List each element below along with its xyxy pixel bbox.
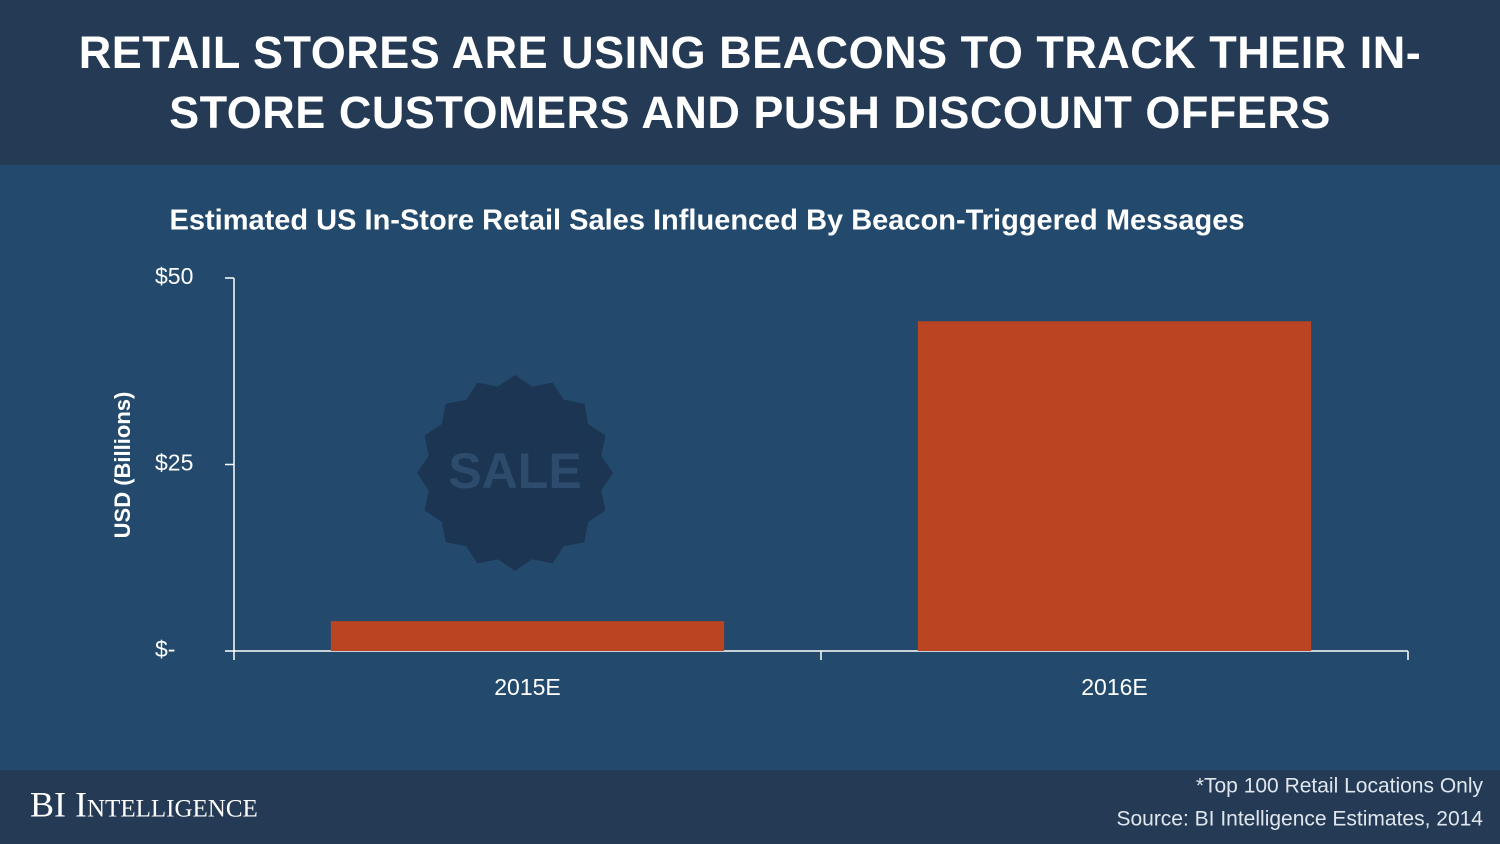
y-tick-label: $- <box>155 636 175 662</box>
brand: BI Intelligence <box>30 784 258 824</box>
page-title: RETAIL STORES ARE USING BEACONS TO TRACK… <box>78 26 1422 138</box>
source: Source: BI Intelligence Estimates, 2014 <box>1116 808 1483 831</box>
chart-title: Estimated US In-Store Retail Sales Influ… <box>170 205 1245 237</box>
bar <box>330 621 725 651</box>
footnote: *Top 100 Retail Locations Only <box>1196 775 1484 798</box>
x-tick-label: 2015E <box>494 674 561 700</box>
y-tick-label: $50 <box>155 263 193 289</box>
sale-badge <box>417 375 613 571</box>
badge-text: SALE <box>448 443 581 499</box>
y-tick-label: $25 <box>155 450 193 476</box>
header: RETAIL STORES ARE USING BEACONS TO TRACK… <box>0 0 1500 165</box>
footer <box>0 770 1500 844</box>
y-axis-label: USD (Billions) <box>110 392 135 539</box>
x-tick-label: 2016E <box>1081 674 1148 700</box>
bar <box>917 321 1312 651</box>
